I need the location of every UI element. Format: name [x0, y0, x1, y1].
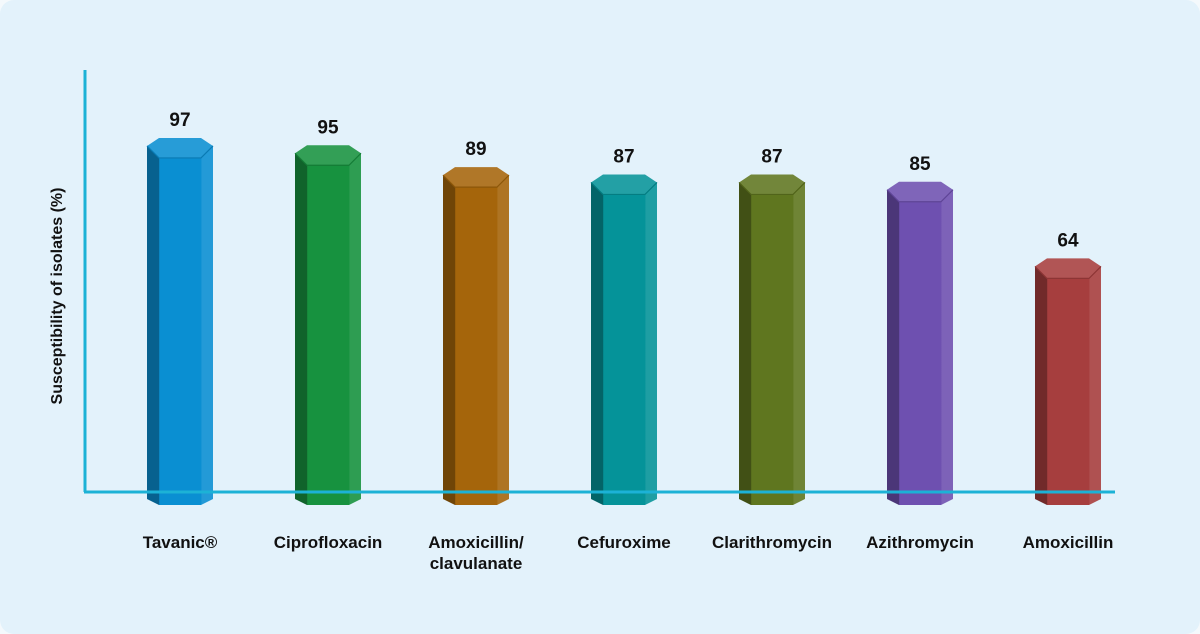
- bar: [294, 145, 362, 505]
- bar: [442, 167, 510, 505]
- bar: [590, 174, 658, 505]
- data-label: 95: [317, 117, 339, 138]
- bar: [146, 137, 214, 505]
- bar-cap: [147, 137, 213, 158]
- bar-cap: [739, 174, 805, 195]
- bar-body: [295, 153, 361, 505]
- data-label: 87: [761, 146, 782, 167]
- category-label: Tavanic®: [143, 533, 218, 552]
- data-label: 97: [169, 110, 190, 131]
- bar-body: [1035, 266, 1101, 505]
- bar-cap-edge: [738, 182, 806, 196]
- bar-cap: [1035, 258, 1101, 279]
- bars-group: [146, 137, 1102, 505]
- bar-cap: [295, 145, 361, 166]
- y-axis-label: Susceptibility of isolates (%): [49, 188, 66, 405]
- category-label: Amoxicillin/clavulanate: [428, 533, 524, 573]
- bar-cap-edge: [294, 152, 362, 166]
- category-label: Cefuroxime: [577, 533, 671, 552]
- bar-cap-edge: [886, 189, 954, 203]
- bar-cap-edge: [1034, 265, 1102, 279]
- bar-cap: [443, 167, 509, 188]
- bar: [738, 174, 806, 505]
- bar-body: [887, 189, 953, 505]
- category-label: Amoxicillin: [1023, 533, 1114, 552]
- data-label: 87: [613, 146, 634, 167]
- bar: [1034, 258, 1102, 505]
- bar-body: [443, 175, 509, 505]
- data-label: 64: [1057, 230, 1079, 251]
- labels-group: 97 Tavanic® 95 Ciprofloxacin 89 Amoxicillin/c…: [143, 110, 1114, 573]
- bar-cap: [887, 181, 953, 202]
- data-label: 89: [465, 139, 486, 160]
- bar-cap-edge: [442, 174, 510, 188]
- bar-cap-edge: [146, 145, 214, 159]
- bar-body: [591, 182, 657, 505]
- bar-body: [739, 182, 805, 505]
- category-label: Clarithromycin: [712, 533, 832, 552]
- category-label: Ciprofloxacin: [274, 533, 383, 552]
- category-label: Azithromycin: [866, 533, 974, 552]
- bar-cap: [591, 174, 657, 195]
- bar-cap-edge: [590, 182, 658, 196]
- bar-body: [147, 145, 213, 505]
- data-label: 85: [909, 154, 931, 175]
- bar: [886, 181, 954, 505]
